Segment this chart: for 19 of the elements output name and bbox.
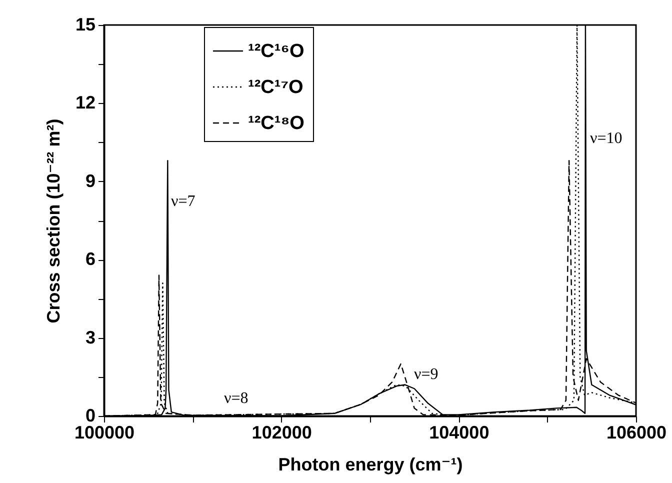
y-tick-label: 9 <box>85 170 96 191</box>
annotation: ν=9 <box>414 366 438 383</box>
legend-label: ¹²C¹⁶O <box>248 41 304 62</box>
annotation: ν=10 <box>590 130 622 147</box>
y-axis-title: Cross section (10⁻²² m²) <box>43 118 64 324</box>
y-tick-label: 6 <box>85 249 96 270</box>
legend-label: ¹²C¹⁷O <box>248 77 304 98</box>
annotation: ν=8 <box>224 390 248 407</box>
y-tick-label: 15 <box>75 14 96 34</box>
y-tick-label: 0 <box>85 406 96 426</box>
y-tick-label: 3 <box>85 327 96 348</box>
legend-label: ¹²C¹⁸O <box>248 113 304 134</box>
x-tick-label: 104000 <box>429 422 490 442</box>
x-tick-label: 106000 <box>606 422 667 442</box>
x-tick-label: 102000 <box>252 422 312 442</box>
x-axis-title: Photon energy (cm⁻¹) <box>278 454 463 474</box>
x-tick-label: 100000 <box>74 422 135 442</box>
annotation: ν=7 <box>171 193 196 210</box>
y-tick-label: 12 <box>75 92 96 113</box>
